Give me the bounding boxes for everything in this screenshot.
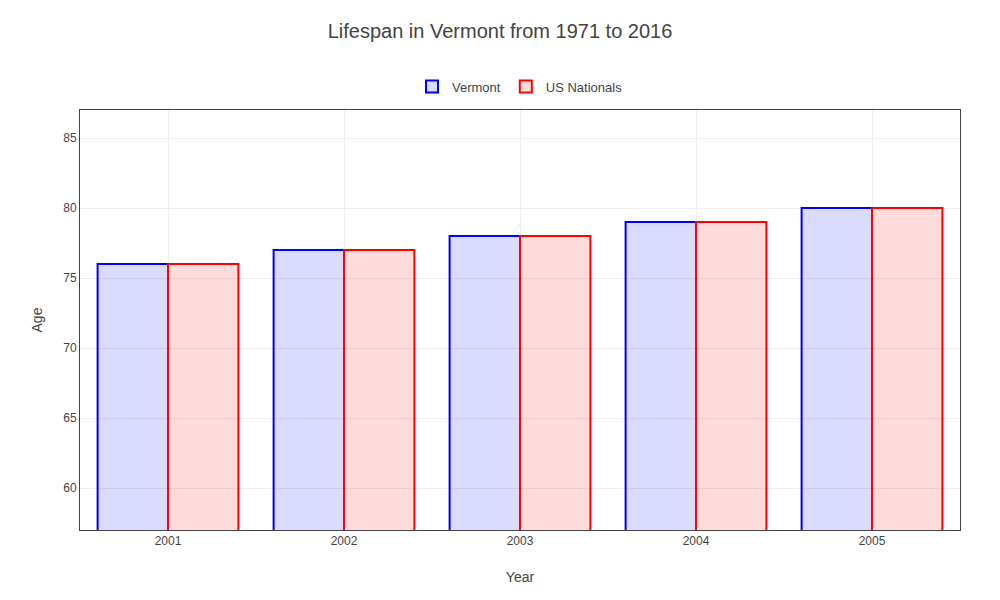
svg-text:Year: Year — [506, 569, 535, 585]
svg-text:Lifespan in Vermont from 1971: Lifespan in Vermont from 1971 to 2016 — [328, 20, 673, 42]
svg-text:2004: 2004 — [683, 534, 710, 548]
svg-text:Vermont: Vermont — [452, 80, 501, 95]
svg-text:2001: 2001 — [155, 534, 182, 548]
svg-text:US Nationals: US Nationals — [546, 80, 622, 95]
svg-text:2002: 2002 — [331, 534, 358, 548]
svg-text:85: 85 — [63, 131, 77, 145]
svg-text:2005: 2005 — [859, 534, 886, 548]
svg-text:75: 75 — [63, 271, 77, 285]
svg-text:65: 65 — [63, 411, 77, 425]
svg-text:80: 80 — [63, 201, 77, 215]
svg-text:Age: Age — [29, 307, 45, 332]
svg-text:70: 70 — [63, 341, 77, 355]
svg-text:60: 60 — [63, 481, 77, 495]
svg-text:2003: 2003 — [507, 534, 534, 548]
